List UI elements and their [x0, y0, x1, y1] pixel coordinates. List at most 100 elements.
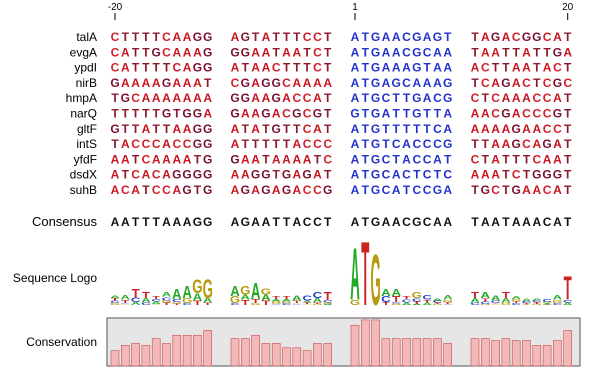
conservation-bar: [563, 330, 573, 367]
nucleotide: C: [313, 61, 322, 75]
nucleotide: A: [142, 122, 151, 136]
nucleotide: A: [172, 152, 181, 166]
nucleotide: T: [403, 91, 411, 105]
nucleotide: T: [142, 45, 150, 59]
nucleotide: C: [543, 30, 552, 44]
logo-label: Sequence Logo: [13, 271, 97, 285]
conservation-bar: [532, 345, 542, 367]
logo-letter: T: [252, 298, 261, 304]
logo-letter: T: [193, 300, 202, 307]
nucleotide: T: [273, 30, 281, 44]
nucleotide: A: [522, 45, 531, 59]
nucleotide: C: [162, 45, 171, 59]
conservation-bar: [433, 338, 442, 367]
nucleotide: C: [142, 137, 151, 151]
sequence: CTTTTCAAGGAGTATTTCCTATGAACGAGTTAGACGGCAT: [0, 39, 27, 42]
nucleotide: T: [471, 137, 479, 151]
logo-letter: C: [381, 295, 391, 304]
nucleotide: A: [183, 122, 192, 136]
nucleotide: C: [543, 183, 552, 197]
nucleotide: T: [111, 91, 119, 105]
nucleotide: T: [273, 137, 281, 151]
nucleotide: T: [293, 61, 301, 75]
nucleotide: T: [362, 107, 370, 121]
nucleotide: A: [522, 122, 531, 136]
logo-letter: T: [433, 302, 441, 304]
logo-letter: C: [443, 304, 453, 305]
nucleotide: T: [471, 183, 479, 197]
nucleotide: G: [371, 122, 380, 136]
nucleotide: A: [351, 45, 360, 59]
nucleotide: A: [172, 122, 181, 136]
logo-letter: C: [522, 301, 532, 304]
nucleotide: A: [183, 152, 192, 166]
nucleotide: A: [402, 61, 411, 75]
conservation-label: Conservation: [26, 335, 97, 349]
nucleotide: A: [111, 183, 120, 197]
ruler-label: 1: [352, 2, 358, 13]
nucleotide: C: [313, 45, 322, 59]
nucleotide: T: [393, 152, 401, 166]
logo-letter: G: [511, 298, 521, 302]
nucleotide: T: [362, 215, 370, 229]
nucleotide: G: [182, 168, 191, 182]
logo-letter: C: [491, 300, 501, 304]
logo-letter: C: [391, 302, 401, 304]
logo-letter: C: [532, 300, 542, 303]
row-name: narQ: [70, 107, 97, 121]
nucleotide: C: [471, 91, 480, 105]
nucleotide: T: [434, 168, 442, 182]
nucleotide: A: [522, 183, 531, 197]
nucleotide: G: [193, 107, 202, 121]
nucleotide: G: [491, 30, 500, 44]
nucleotide: G: [193, 61, 202, 75]
conservation-bar: [203, 330, 212, 367]
logo-letter: G: [240, 283, 250, 298]
nucleotide: G: [412, 61, 421, 75]
logo-letter: T: [313, 302, 321, 304]
nucleotide: A: [292, 168, 301, 182]
nucleotide: A: [491, 45, 500, 59]
nucleotide: A: [272, 107, 281, 121]
conservation-bar: [302, 350, 312, 367]
nucleotide: G: [203, 122, 212, 136]
logo-letter: A: [381, 287, 391, 299]
nucleotide: T: [122, 122, 130, 136]
nucleotide: T: [132, 122, 140, 136]
nucleotide: A: [172, 215, 181, 229]
logo-letter: G: [302, 304, 312, 305]
nucleotide: G: [433, 183, 442, 197]
nucleotide: A: [502, 91, 511, 105]
logo-letter: G: [110, 303, 120, 306]
logo-letter: G: [443, 299, 453, 303]
nucleotide: G: [241, 91, 250, 105]
nucleotide: A: [481, 45, 490, 59]
logo-letter: C: [131, 297, 141, 304]
nucleotide: T: [122, 168, 130, 182]
nucleotide: G: [193, 30, 202, 44]
nucleotide: A: [443, 45, 452, 59]
logo-letter: C: [162, 296, 172, 301]
ruler-label: -20: [108, 2, 123, 13]
nucleotide: C: [382, 183, 391, 197]
logo-letter: T: [282, 295, 290, 300]
ruler-label: 20: [562, 2, 574, 13]
nucleotide: A: [231, 215, 240, 229]
nucleotide: A: [121, 61, 130, 75]
nucleotide: C: [303, 30, 312, 44]
nucleotide: C: [303, 122, 312, 136]
nucleotide: A: [111, 152, 120, 166]
nucleotide: A: [351, 152, 360, 166]
nucleotide: C: [433, 137, 442, 151]
nucleotide: C: [131, 137, 140, 151]
nucleotide: G: [272, 91, 281, 105]
nucleotide: T: [362, 183, 370, 197]
nucleotide: T: [403, 122, 411, 136]
nucleotide: A: [262, 215, 271, 229]
nucleotide: A: [522, 215, 531, 229]
nucleotide: C: [303, 91, 312, 105]
nucleotide: A: [543, 61, 552, 75]
nucleotide: C: [433, 91, 442, 105]
nucleotide: T: [262, 122, 270, 136]
nucleotide: A: [443, 122, 452, 136]
